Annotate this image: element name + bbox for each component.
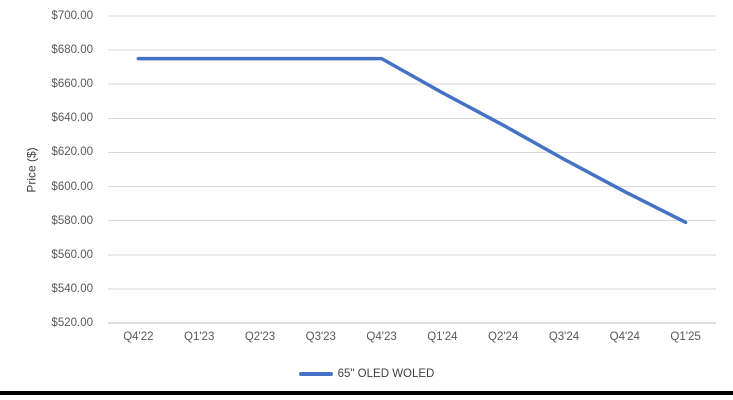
- x-tick-label: Q4'24: [609, 331, 640, 343]
- y-tick-label: $600.00: [51, 180, 93, 193]
- y-tick-label: $580.00: [51, 214, 93, 227]
- y-axis-title: Price ($): [22, 16, 42, 323]
- y-tick-label: $620.00: [51, 146, 93, 159]
- x-tick-label: Q3'23: [305, 331, 336, 343]
- legend-line-marker: [298, 372, 333, 376]
- legend: 65" OLED WOLED: [0, 366, 733, 382]
- y-tick-label: $660.00: [51, 78, 93, 91]
- y-tick-label: $540.00: [51, 282, 93, 295]
- y-tick-label: $560.00: [51, 248, 93, 261]
- x-tick-label: Q4'23: [366, 331, 397, 343]
- x-tick-label: Q3'24: [548, 331, 580, 343]
- y-tick-label: $700.00: [51, 10, 93, 22]
- x-tick-label: Q1'23: [184, 331, 215, 343]
- bottom-border-bar: [0, 391, 733, 395]
- y-tick-label: $680.00: [51, 44, 93, 57]
- x-tick-label: Q2'23: [244, 331, 276, 343]
- x-tick-label: Q2'24: [488, 331, 519, 343]
- price-line-series: [136, 56, 688, 225]
- y-tick-label: $640.00: [51, 112, 93, 125]
- x-tick-label: Q4'22: [123, 331, 154, 343]
- y-tick-label: $520.00: [51, 317, 93, 329]
- legend-label: 65" OLED WOLED: [337, 368, 435, 380]
- x-tick-label: Q1'24: [427, 331, 458, 343]
- x-tick-label: Q1'25: [670, 331, 701, 343]
